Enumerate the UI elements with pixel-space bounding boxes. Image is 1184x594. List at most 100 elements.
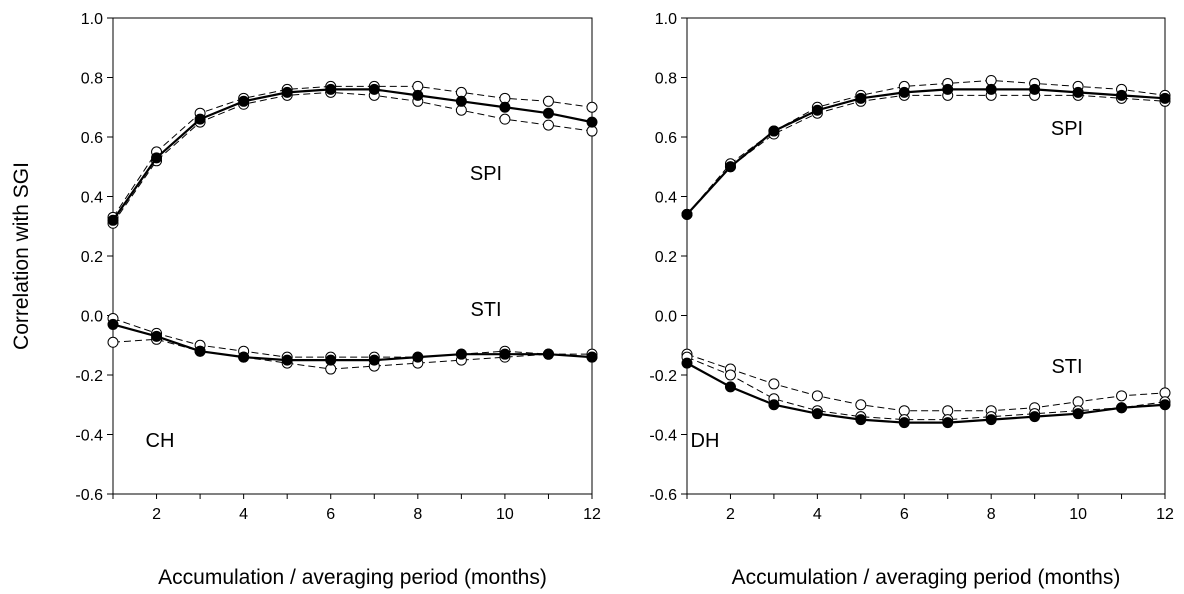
data-point-sti: [942, 417, 954, 429]
x-tick-label: 12: [1156, 506, 1174, 523]
y-tick-label: -0.6: [649, 487, 677, 504]
data-point-sti: [194, 345, 206, 357]
data-point-sti: [151, 330, 163, 342]
data-point-sti: [855, 399, 867, 411]
data-point-spi: [151, 152, 163, 164]
data-point-sti: [681, 357, 693, 369]
data-point-sti: [107, 318, 119, 330]
y-tick-label: 0.8: [81, 71, 103, 88]
x-tick-label: 12: [583, 506, 601, 523]
y-tick-label: 0.0: [81, 309, 103, 326]
y-tick-label: -0.4: [649, 428, 677, 445]
data-point-sti: [768, 399, 780, 411]
data-point-spi: [942, 83, 954, 95]
annotation-spi: SPI: [470, 163, 502, 185]
series-line-spi-bound: [686, 79, 1166, 215]
y-tick-label: 0.4: [655, 190, 677, 207]
panel-label: CH: [146, 430, 175, 452]
chart-panel-1: -0.6 -0.4 -0.2 0.0 0.2 0.4 0.6 0.8 1.0 2 4 6 8 10 12 Ac…: [10, 11, 601, 589]
data-point-spi: [194, 113, 206, 125]
data-point-spi: [898, 86, 910, 98]
annotation-sti: STI: [470, 299, 501, 321]
data-point-spi: [1029, 83, 1041, 95]
data-point-spi: [985, 83, 997, 95]
data-point-spi: [325, 83, 337, 95]
data-point-spi: [855, 92, 867, 104]
y-tick-label: -0.6: [75, 487, 103, 504]
data-point-sti: [1072, 408, 1084, 420]
data-point-spi: [107, 214, 119, 226]
y-tick-label: 0.2: [655, 249, 677, 266]
series-line-spi-bound: [686, 94, 1166, 215]
series-line-sti-main: [112, 323, 593, 362]
data-point-spi: [499, 113, 511, 125]
y-tick-label: 0.6: [655, 130, 677, 147]
y-tick-label: 0.4: [81, 190, 103, 207]
data-point-sti: [724, 369, 736, 381]
data-point-sti: [586, 351, 598, 363]
data-point-spi: [281, 86, 293, 98]
x-axis-title: Accumulation / averaging period (months): [158, 566, 547, 589]
data-point-spi: [768, 125, 780, 137]
series-line-spi-main: [686, 88, 1166, 216]
x-tick-label: 6: [900, 506, 909, 523]
chart-panel-2: -0.6 -0.4 -0.2 0.0 0.2 0.4 0.6 0.8 1.0 2 4 6 8 10 12 Ac…: [649, 11, 1174, 589]
data-point-spi: [542, 107, 554, 119]
series-line-sti-bound: [112, 318, 592, 358]
data-point-sti: [1029, 411, 1041, 423]
data-point-spi: [412, 89, 424, 101]
data-point-sti: [768, 378, 780, 390]
series-line-spi-bound: [112, 85, 593, 218]
x-axis-title: Accumulation / averaging period (months): [732, 566, 1121, 589]
data-point-sti: [281, 354, 293, 366]
x-tick-label: 6: [326, 506, 335, 523]
y-tick-label: 0.8: [655, 71, 677, 88]
y-tick-label: 0.6: [81, 130, 103, 147]
data-point-sti: [412, 351, 424, 363]
y-tick-label: 1.0: [81, 11, 103, 28]
data-point-sti: [724, 381, 736, 393]
series-line-sti-main: [686, 362, 1166, 424]
data-point-sti: [107, 336, 119, 348]
y-tick-label: 0.2: [81, 249, 103, 266]
y-tick-label: -0.2: [649, 368, 677, 385]
series-line-sti-bound: [686, 353, 1166, 412]
x-tick-label: 2: [726, 506, 735, 523]
data-point-spi: [542, 119, 554, 131]
x-tick-label: 2: [152, 506, 161, 523]
y-tick-label: 0.0: [655, 309, 677, 326]
series-line-spi-main: [112, 88, 593, 221]
data-point-sti: [238, 351, 250, 363]
data-point-sti: [325, 354, 337, 366]
data-point-sti: [811, 408, 823, 420]
annotation-spi: SPI: [1051, 118, 1083, 140]
data-point-spi: [681, 208, 693, 220]
data-point-spi: [586, 116, 598, 128]
data-point-spi: [724, 161, 736, 173]
x-tick-label: 4: [813, 506, 822, 523]
data-point-sti: [1116, 402, 1128, 414]
data-point-sti: [1116, 390, 1128, 402]
data-point-sti: [985, 414, 997, 426]
data-point-spi: [811, 104, 823, 116]
data-point-sti: [855, 414, 867, 426]
y-tick-label: 1.0: [655, 11, 677, 28]
data-point-spi: [542, 95, 554, 107]
data-point-spi: [368, 83, 380, 95]
x-tick-label: 4: [239, 506, 248, 523]
series-line-spi-bound: [112, 91, 593, 224]
data-point-sti: [499, 348, 511, 360]
data-point-sti: [542, 348, 554, 360]
x-tick-label: 10: [496, 506, 514, 523]
data-point-sti: [898, 417, 910, 429]
panel-label: DH: [691, 430, 720, 452]
data-point-spi: [1116, 89, 1128, 101]
series-line-sti-bound: [686, 356, 1166, 421]
y-tick-label: -0.2: [75, 368, 103, 385]
data-point-sti: [811, 390, 823, 402]
y-axis-title: Correlation with SGI: [10, 162, 33, 350]
data-point-sti: [1159, 399, 1171, 411]
data-point-spi: [455, 95, 467, 107]
data-point-spi: [1072, 86, 1084, 98]
